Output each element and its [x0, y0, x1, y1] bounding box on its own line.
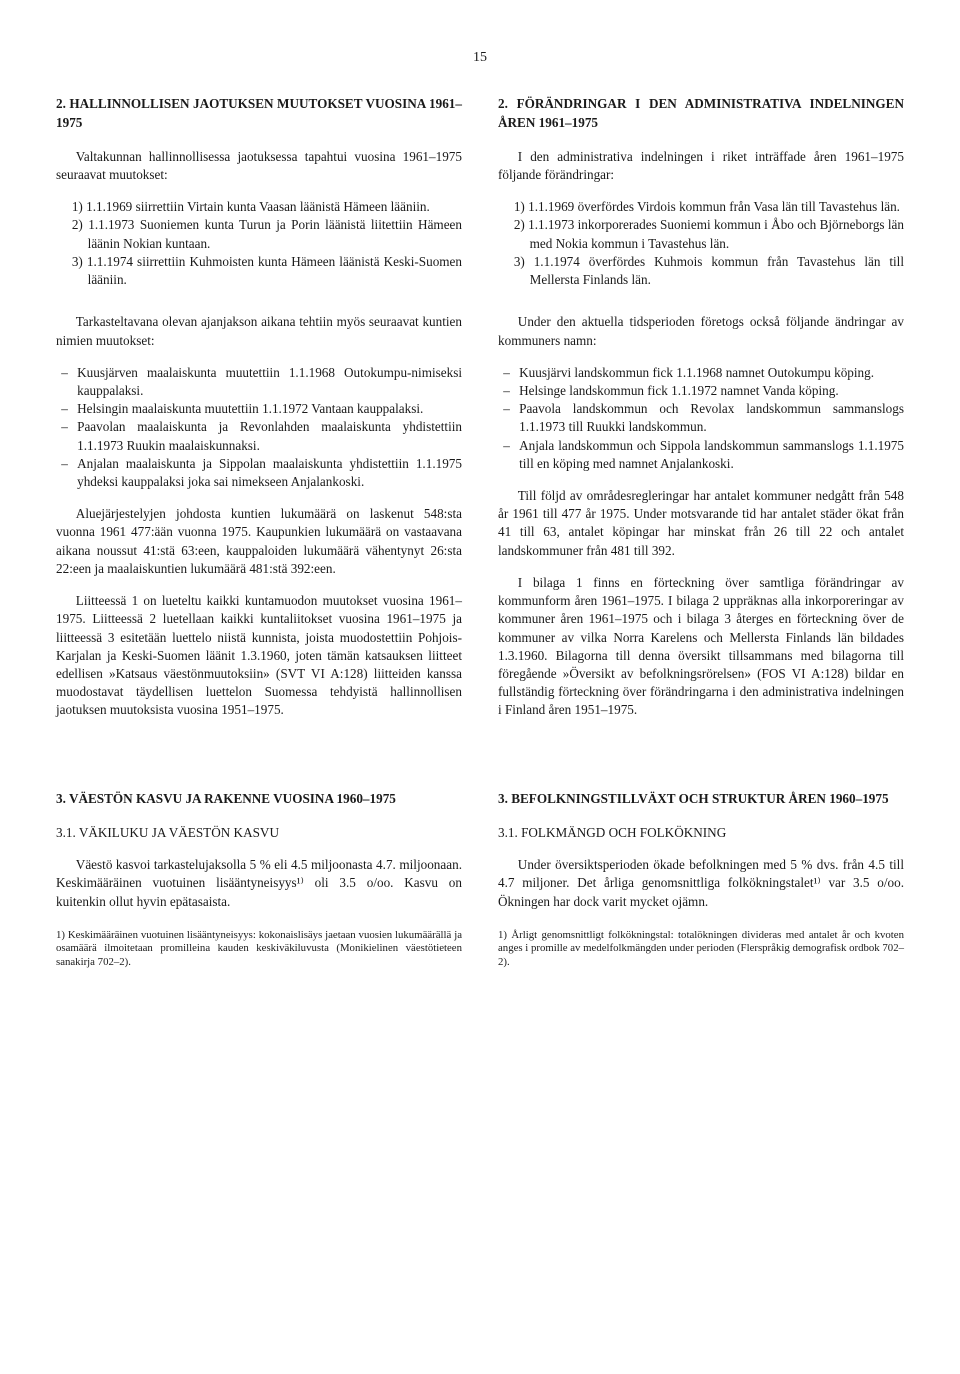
list-item: Paavolan maalaiskunta ja Revonlahden maa… [77, 418, 462, 454]
section-heading-3-left: 3. VÄESTÖN KASVU JA RAKENNE VUOSINA 1960… [56, 790, 462, 808]
list-item: Kuusjärvi landskommun fick 1.1.1968 namn… [519, 364, 904, 382]
para: Valtakunnan hallinnollisessa jaotuksessa… [56, 148, 462, 184]
para: Till följd av områdesregleringar har ant… [498, 487, 904, 560]
list-item: 2) 1.1.1973 Suoniemen kunta Turun ja Por… [72, 216, 462, 252]
para: Väestö kasvoi tarkastelujaksolla 5 % eli… [56, 856, 462, 911]
list-item: 3) 1.1.1974 överfördes Kuhmois kommun fr… [514, 253, 904, 289]
para: Under den aktuella tidsperioden företogs… [498, 313, 904, 349]
footnote-right: 1) Årligt genomsnittligt folkökningstal:… [498, 929, 904, 969]
list-item: 2) 1.1.1973 inkorporerades Suoniemi komm… [514, 216, 904, 252]
list-item: Helsinge landskommun fick 1.1.1972 namne… [519, 382, 904, 400]
list-item: 1) 1.1.1969 överfördes Virdois kommun fr… [514, 198, 904, 216]
two-column-layout: 2. HALLINNOLLISEN JAOTUKSEN MUUTOKSET VU… [56, 95, 904, 969]
list-item: Anjalan maalaiskunta ja Sippolan maalais… [77, 455, 462, 491]
section-heading-2-left: 2. HALLINNOLLISEN JAOTUKSEN MUUTOKSET VU… [56, 95, 462, 131]
list-item: 3) 1.1.1974 siirrettiin Kuhmoisten kunta… [72, 253, 462, 289]
subsection-heading: 3.1. FOLKMÄNGD OCH FOLKÖKNING [498, 824, 904, 842]
list-item: Kuusjärven maalaiskunta muutettiin 1.1.1… [77, 364, 462, 400]
left-column: 2. HALLINNOLLISEN JAOTUKSEN MUUTOKSET VU… [56, 95, 462, 969]
list-item: Paavola landskommun och Revolax landskom… [519, 400, 904, 436]
section-heading-2-right: 2. FÖRÄNDRINGAR I DEN ADMINISTRATIVA IND… [498, 95, 904, 131]
section-heading-3-right: 3. BEFOLKNINGSTILLVÄXT OCH STRUKTUR ÅREN… [498, 790, 904, 808]
numbered-list: 1) 1.1.1969 överfördes Virdois kommun fr… [498, 198, 904, 289]
subsection-heading: 3.1. VÄKILUKU JA VÄESTÖN KASVU [56, 824, 462, 842]
para: Under översiktsperioden ökade befolkning… [498, 856, 904, 911]
list-item: Anjala landskommun och Sippola landskomm… [519, 437, 904, 473]
right-column: 2. FÖRÄNDRINGAR I DEN ADMINISTRATIVA IND… [498, 95, 904, 969]
page-number: 15 [56, 48, 904, 67]
dash-list: Kuusjärvi landskommun fick 1.1.1968 namn… [498, 364, 904, 473]
para: Liitteessä 1 on lueteltu kaikki kuntamuo… [56, 592, 462, 720]
numbered-list: 1) 1.1.1969 siirrettiin Virtain kunta Va… [56, 198, 462, 289]
para: I den administrativa indelningen i riket… [498, 148, 904, 184]
footnote-left: 1) Keskimääräinen vuotuinen lisääntyneis… [56, 929, 462, 969]
para: Tarkasteltavana olevan ajanjakson aikana… [56, 313, 462, 349]
para: I bilaga 1 finns en förteckning över sam… [498, 574, 904, 720]
para: Aluejärjestelyjen johdosta kuntien lukum… [56, 505, 462, 578]
dash-list: Kuusjärven maalaiskunta muutettiin 1.1.1… [56, 364, 462, 492]
list-item: 1) 1.1.1969 siirrettiin Virtain kunta Va… [72, 198, 462, 216]
list-item: Helsingin maalaiskunta muutettiin 1.1.19… [77, 400, 462, 418]
